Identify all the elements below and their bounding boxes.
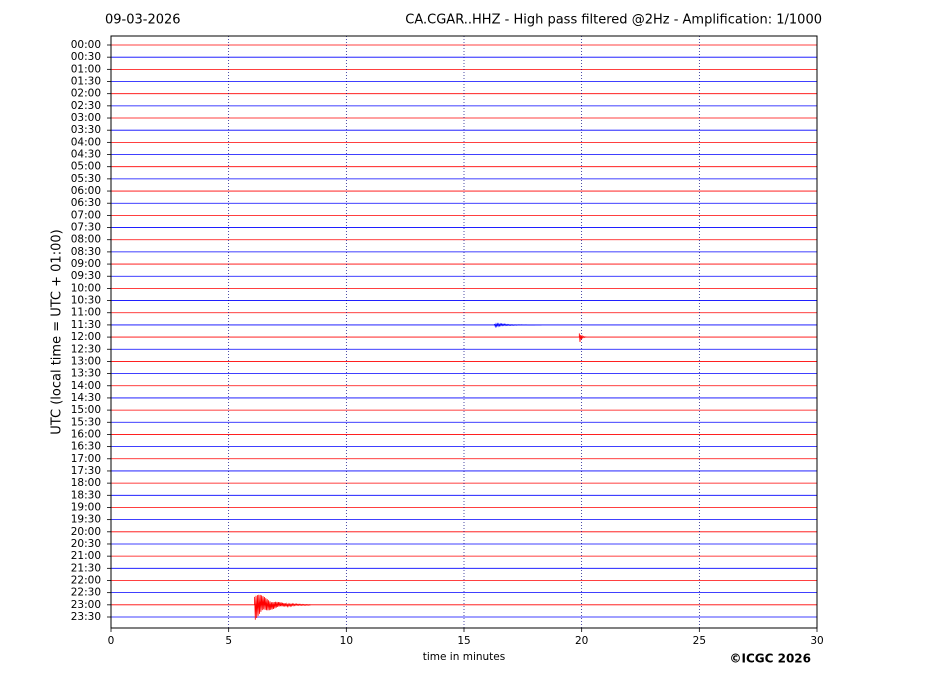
y-tick-label: 23:00 bbox=[71, 599, 101, 611]
y-tick-label: 07:00 bbox=[71, 209, 101, 221]
y-tick-label: 22:00 bbox=[71, 574, 101, 586]
y-tick-label: 00:00 bbox=[71, 39, 101, 51]
y-tick-label: 07:30 bbox=[71, 222, 101, 234]
x-tick-label: 0 bbox=[108, 635, 115, 647]
credit: ©ICGC 2026 bbox=[729, 652, 811, 666]
y-tick-label: 00:30 bbox=[71, 51, 101, 63]
x-tick-label: 25 bbox=[693, 635, 706, 647]
y-tick-label: 04:30 bbox=[71, 149, 101, 161]
y-tick-label: 16:00 bbox=[71, 428, 101, 440]
y-tick-label: 06:00 bbox=[71, 185, 101, 197]
y-tick-label: 08:00 bbox=[71, 234, 101, 246]
chart-title: CA.CGAR..HHZ - High pass filtered @2Hz -… bbox=[405, 13, 822, 28]
y-tick-label: 05:00 bbox=[71, 161, 101, 173]
y-tick-label: 09:30 bbox=[71, 270, 101, 282]
y-tick-label: 21:30 bbox=[71, 562, 101, 574]
x-tick-label: 30 bbox=[810, 635, 823, 647]
y-tick-label: 14:00 bbox=[71, 380, 101, 392]
x-axis-label: time in minutes bbox=[423, 651, 505, 663]
y-tick-label: 03:30 bbox=[71, 124, 101, 136]
y-tick-label: 17:00 bbox=[71, 453, 101, 465]
y-tick-label: 06:30 bbox=[71, 197, 101, 209]
y-tick-label: 16:30 bbox=[71, 441, 101, 453]
x-tick-label: 10 bbox=[340, 635, 353, 647]
y-tick-label: 05:30 bbox=[71, 173, 101, 185]
y-tick-label: 18:30 bbox=[71, 489, 101, 501]
y-tick-label: 08:30 bbox=[71, 246, 101, 258]
y-tick-label: 17:30 bbox=[71, 465, 101, 477]
y-tick-label: 02:30 bbox=[71, 100, 101, 112]
y-tick-label: 11:30 bbox=[71, 319, 101, 331]
y-tick-label: 10:00 bbox=[71, 282, 101, 294]
y-tick-label: 23:30 bbox=[71, 611, 101, 623]
y-tick-label: 02:00 bbox=[71, 88, 101, 100]
x-tick-label: 20 bbox=[575, 635, 588, 647]
seismic-event bbox=[494, 322, 542, 329]
y-tick-label: 10:30 bbox=[71, 295, 101, 307]
y-tick-label: 13:00 bbox=[71, 355, 101, 367]
x-tick-label: 15 bbox=[457, 635, 470, 647]
y-tick-label: 15:30 bbox=[71, 416, 101, 428]
y-tick-label: 22:30 bbox=[71, 587, 101, 599]
y-tick-label: 18:00 bbox=[71, 477, 101, 489]
y-tick-label: 04:00 bbox=[71, 136, 101, 148]
y-tick-label: 14:30 bbox=[71, 392, 101, 404]
y-axis-label: UTC (local time = UTC + 01:00) bbox=[50, 229, 65, 434]
y-tick-label: 01:00 bbox=[71, 63, 101, 75]
y-tick-label: 19:30 bbox=[71, 514, 101, 526]
y-tick-label: 12:00 bbox=[71, 331, 101, 343]
seismic-event bbox=[578, 333, 587, 343]
chart-date: 09-03-2026 bbox=[105, 13, 181, 28]
plot-frame bbox=[110, 35, 818, 629]
y-tick-label: 19:00 bbox=[71, 501, 101, 513]
y-tick-label: 20:30 bbox=[71, 538, 101, 550]
y-tick-label: 03:00 bbox=[71, 112, 101, 124]
y-tick-label: 12:30 bbox=[71, 343, 101, 355]
y-tick-label: 15:00 bbox=[71, 404, 101, 416]
y-tick-label: 21:00 bbox=[71, 550, 101, 562]
y-tick-label: 09:00 bbox=[71, 258, 101, 270]
y-tick-label: 13:30 bbox=[71, 368, 101, 380]
y-tick-label: 01:30 bbox=[71, 76, 101, 88]
y-tick-label: 11:00 bbox=[71, 307, 101, 319]
y-tick-label: 20:00 bbox=[71, 526, 101, 538]
x-tick-label: 5 bbox=[225, 635, 232, 647]
seismic-event bbox=[254, 594, 311, 620]
